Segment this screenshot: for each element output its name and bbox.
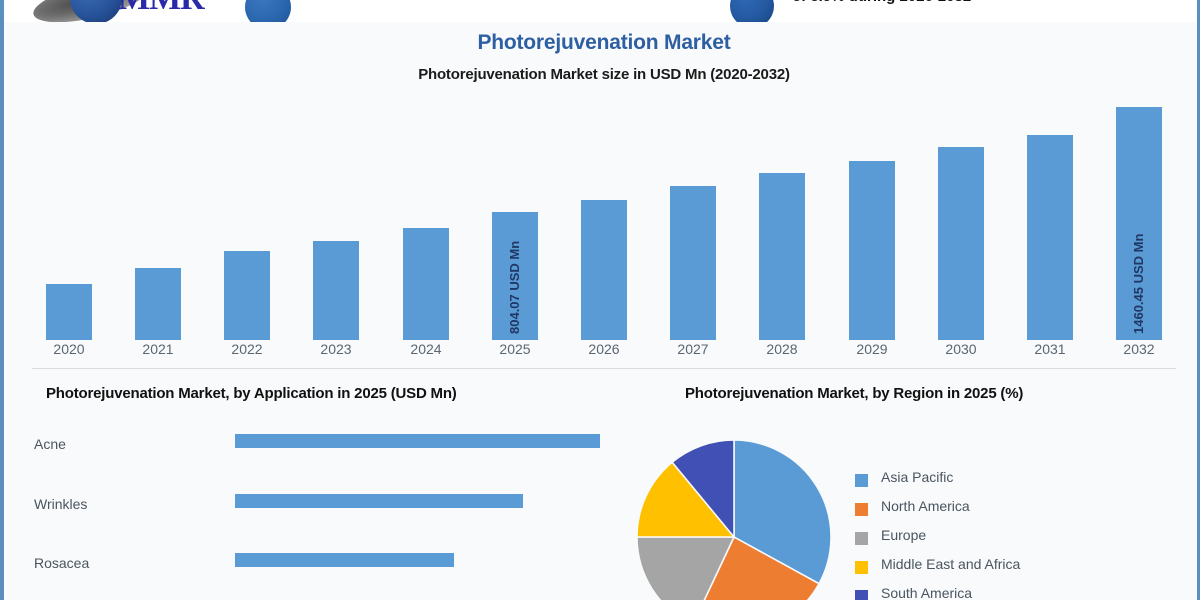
application-panel-title: Photorejuvenation Market, by Application… — [46, 385, 457, 402]
x-tick-2031: 2031 — [1034, 341, 1066, 357]
region-panel-title: Photorejuvenation Market, by Region in 2… — [685, 385, 1024, 402]
legend-item-north-america: North America — [855, 497, 1185, 526]
application-bar-track — [235, 553, 600, 567]
bar-rect — [670, 186, 716, 340]
page-subtitle: Photorejuvenation Market size in USD Mn … — [418, 66, 790, 83]
application-row-rosacea: Rosacea — [4, 547, 604, 587]
x-tick-2020: 2020 — [53, 341, 85, 357]
bar-rect — [135, 268, 181, 340]
x-tick-2026: 2026 — [588, 341, 620, 357]
legend-label: Middle East and Africa — [881, 556, 1021, 572]
bar-rect — [1027, 135, 1073, 340]
x-tick-2027: 2027 — [677, 341, 709, 357]
pie-svg — [636, 439, 832, 600]
bar-chart-x-axis: 2020 2021 2022 2023 2024 2025 2026 2027 2028 2029… — [24, 341, 1184, 365]
legend-swatch-icon — [855, 474, 868, 487]
application-bar-track — [235, 494, 600, 508]
bar-rect — [759, 173, 805, 340]
legend-swatch-icon — [855, 503, 868, 516]
legend-item-europe: Europe — [855, 526, 1185, 555]
pie-slice-asia-pacific — [733, 439, 832, 585]
x-tick-2023: 2023 — [320, 341, 352, 357]
region-pie-chart — [636, 439, 836, 600]
market-size-bar-chart: 804.07 USD Mn 1460.45 USD Mn — [24, 90, 1184, 340]
bar-rect — [581, 200, 627, 340]
mmr-logo: MMR — [29, 0, 205, 22]
legend-label: South America — [881, 585, 973, 600]
legend-label: Asia Pacific — [881, 469, 954, 485]
x-tick-2030: 2030 — [945, 341, 977, 357]
bar-value-label-2025: 804.07 USD Mn — [507, 240, 522, 334]
legend-item-south-america: South America — [855, 584, 1185, 600]
application-bar-fill — [235, 494, 523, 508]
bar-value-label-2032: 1460.45 USD Mn — [1131, 233, 1146, 334]
application-label: Acne — [34, 436, 66, 452]
pie-slice-south-america — [671, 439, 735, 540]
application-label: Rosacea — [34, 555, 90, 571]
x-tick-2029: 2029 — [856, 341, 888, 357]
pie-slice-europe — [636, 536, 736, 600]
pie-slice-north-america — [703, 535, 821, 600]
cagr-note: of 8.9% during 2026-2032 — [792, 0, 971, 5]
legend-item-asia-pacific: Asia Pacific — [855, 468, 1185, 497]
legend-label: North America — [881, 498, 970, 514]
application-bar-fill — [235, 434, 600, 448]
application-label: Wrinkles — [34, 496, 88, 512]
legend-swatch-icon — [855, 532, 868, 545]
bar-rect — [938, 147, 984, 340]
application-bar-track — [235, 434, 600, 448]
blue-circle-icon-2 — [730, 0, 774, 22]
bar-rect — [492, 212, 538, 340]
bar-rect — [46, 284, 92, 340]
blue-circle-icon-1 — [245, 0, 291, 22]
bar-rect — [1116, 107, 1162, 340]
application-row-acne: Acne — [4, 428, 604, 468]
legend-label: Europe — [881, 527, 927, 543]
legend-swatch-icon — [855, 590, 868, 600]
x-tick-2021: 2021 — [142, 341, 174, 357]
bar-rect — [313, 241, 359, 340]
bar-rect — [403, 228, 449, 340]
x-tick-2022: 2022 — [231, 341, 263, 357]
section-divider — [32, 368, 1176, 369]
legend-swatch-icon — [855, 561, 868, 574]
legend-item-middle-east-and-africa: Middle East and Africa — [855, 555, 1185, 584]
region-legend: Asia Pacific North America Europe Middle Ea… — [855, 468, 1185, 600]
x-tick-2025: 2025 — [499, 341, 531, 357]
x-tick-2024: 2024 — [410, 341, 442, 357]
globe-icon — [70, 0, 122, 22]
mmr-logo-text: MMR — [118, 0, 205, 18]
application-row-wrinkles: Wrinkles — [4, 488, 604, 528]
bar-rect — [849, 161, 895, 340]
page-title: Photorejuvenation Market — [477, 31, 731, 54]
application-bar-fill — [235, 553, 454, 567]
bar-rect — [224, 251, 270, 340]
header-strip: MMR of 8.9% during 2026-2032 — [4, 0, 1197, 22]
pie-slice-middle-east-and-africa — [636, 461, 736, 538]
x-tick-2028: 2028 — [766, 341, 798, 357]
x-tick-2032: 2032 — [1123, 341, 1155, 357]
